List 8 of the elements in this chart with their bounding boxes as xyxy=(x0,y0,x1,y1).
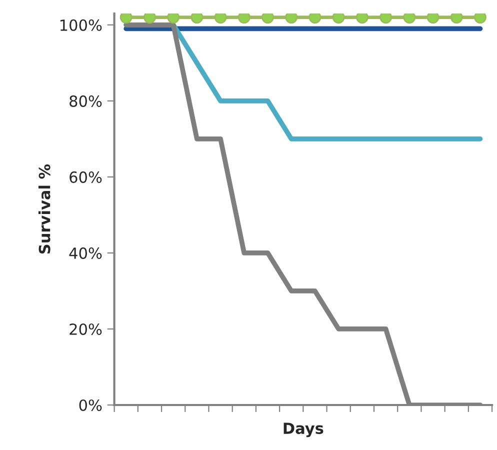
y-tick-label: 20% xyxy=(70,323,102,335)
y-tick-label: 100% xyxy=(60,19,102,31)
y-axis-title: Survival % xyxy=(38,164,50,254)
y-tick-label: 60% xyxy=(70,171,102,183)
y-tick-label: 40% xyxy=(69,247,102,259)
y-tick-label: 80% xyxy=(70,95,102,107)
x-axis-title: Days xyxy=(284,422,324,438)
y-tick-label: 0% xyxy=(79,399,102,412)
